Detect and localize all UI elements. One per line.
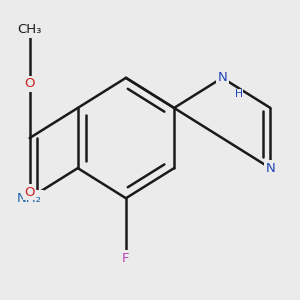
Text: N: N bbox=[217, 71, 227, 84]
Text: NH₂: NH₂ bbox=[17, 192, 42, 205]
Text: O: O bbox=[24, 77, 35, 90]
Text: H: H bbox=[235, 89, 243, 99]
Text: O: O bbox=[24, 186, 35, 199]
Text: F: F bbox=[122, 252, 130, 265]
Text: CH₃: CH₃ bbox=[17, 23, 42, 36]
Text: N: N bbox=[266, 162, 275, 175]
